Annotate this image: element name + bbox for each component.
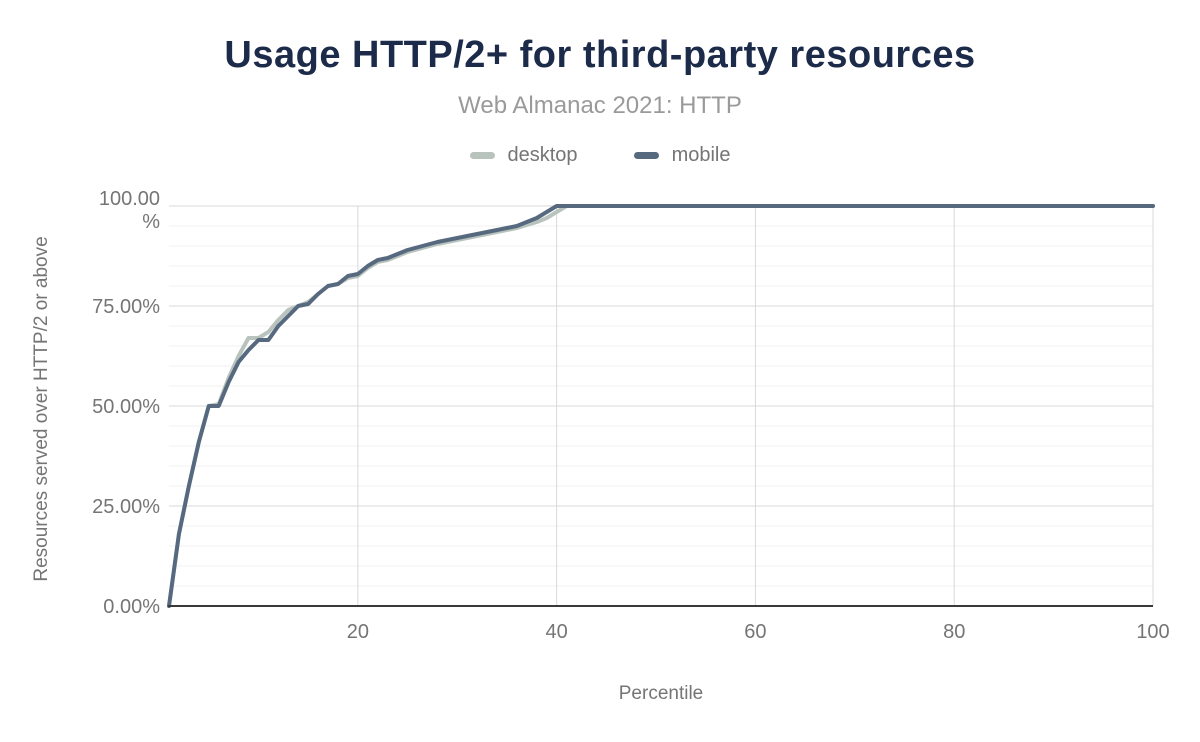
legend-item-mobile[interactable]: mobile	[633, 144, 731, 167]
mobile-series-line[interactable]	[167, 204, 1155, 608]
x-tick-label: 80	[943, 621, 965, 643]
x-tick-label: 20	[347, 621, 369, 643]
y-tick-label: 0.00%	[103, 596, 160, 618]
x-tick-label: 40	[546, 621, 568, 643]
y-tick-label: 75.00%	[92, 296, 160, 318]
mobile-series-swatch-icon	[633, 152, 659, 159]
legend-item-desktop[interactable]: desktop	[469, 144, 578, 167]
legend-label-mobile: mobile	[671, 144, 731, 166]
legend-label-desktop: desktop	[507, 144, 578, 166]
y-tick-label: 25.00%	[92, 496, 160, 518]
x-tick-label: 60	[744, 621, 766, 643]
y-tick-label: 50.00%	[92, 396, 160, 418]
x-axis-title: Percentile	[618, 683, 704, 704]
desktop-series-swatch-icon	[469, 152, 495, 159]
y-tick-label: 100.00%	[99, 188, 160, 233]
legend: desktop mobile	[0, 144, 1200, 167]
chart-title: Usage HTTP/2+ for third-party resources	[224, 34, 976, 76]
chart-subtitle: Web Almanac 2021: HTTP	[458, 92, 742, 119]
x-tick-label: 100	[1136, 621, 1169, 643]
